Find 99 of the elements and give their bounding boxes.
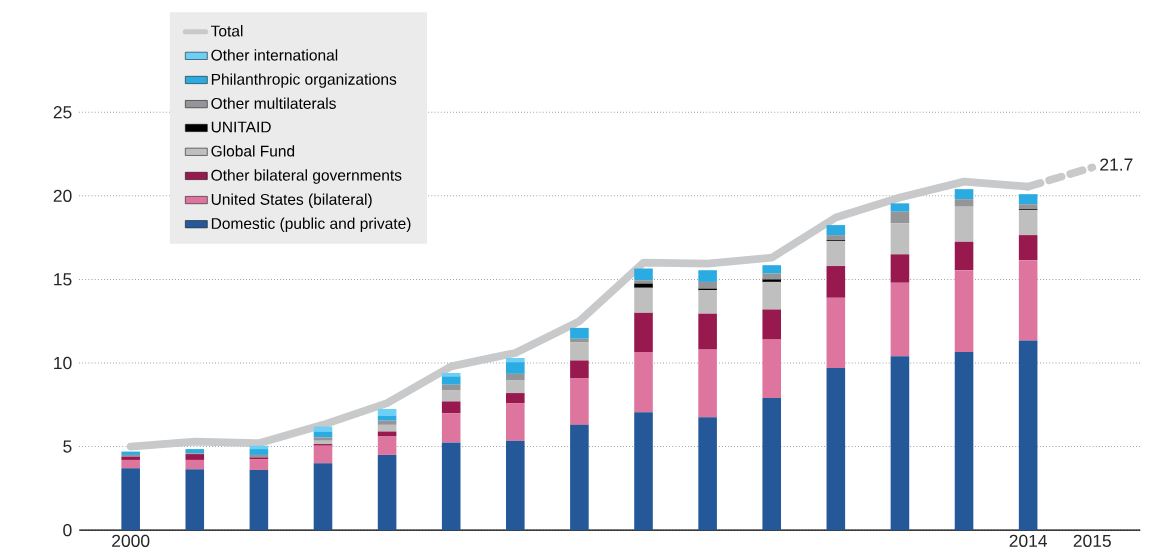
bar: [506, 357, 525, 363]
bar: [377, 431, 397, 437]
bar: [954, 270, 974, 353]
bar: [890, 282, 910, 357]
bar: [506, 362, 525, 374]
bar: [313, 463, 333, 531]
bar: [185, 459, 205, 470]
bar: [377, 415, 397, 421]
bar: [890, 254, 910, 283]
y-tick-label: 0: [63, 523, 72, 537]
bar: [313, 426, 333, 432]
bar: [698, 281, 717, 289]
bar: [1018, 204, 1038, 210]
annotation: 21.7: [1100, 158, 1133, 171]
bar: [1018, 235, 1038, 261]
bar: [762, 281, 782, 310]
bar: [185, 453, 205, 460]
legend-label: Other international: [211, 49, 338, 61]
bar: [506, 403, 525, 441]
bar: [1018, 209, 1038, 235]
legend-label: UNITAID: [211, 121, 271, 133]
bar: [698, 290, 717, 314]
bar: [570, 377, 589, 425]
bar: [762, 339, 782, 398]
bar: [185, 469, 205, 531]
bar: [634, 312, 653, 353]
bar: [634, 283, 653, 288]
bar: [890, 356, 910, 531]
bar: [570, 327, 589, 339]
legend-label: Domestic (public and private): [211, 217, 411, 232]
bar: [954, 352, 974, 531]
bar: [826, 265, 846, 298]
bar: [377, 436, 397, 455]
bar: [570, 424, 589, 531]
bar: [249, 469, 269, 531]
bar: [954, 241, 974, 271]
bar: [1018, 194, 1038, 205]
y-tick-label: 5: [63, 440, 72, 453]
bar: [377, 424, 397, 432]
bar: [441, 442, 461, 531]
bar: [762, 309, 782, 340]
bar: [185, 448, 205, 454]
bar: [634, 287, 653, 313]
bar: [506, 380, 525, 393]
bar: [249, 448, 269, 455]
bar: [121, 459, 140, 469]
bar: [570, 341, 589, 361]
bar: [762, 397, 782, 531]
bar: [890, 203, 910, 212]
bar: [570, 338, 589, 342]
bar: [634, 268, 653, 281]
bar: [634, 352, 653, 413]
bar: [377, 420, 397, 425]
bar: [826, 235, 846, 241]
bar: [506, 373, 525, 381]
bar: [826, 367, 846, 531]
legend-label: Other multilaterals: [211, 97, 336, 109]
x-tick-label: 2014: [1009, 534, 1048, 547]
x-tick-label: 2000: [112, 534, 150, 547]
bar: [377, 408, 397, 416]
bar: [698, 417, 717, 531]
legend-label: Global Fund: [211, 145, 295, 157]
bar: [954, 206, 974, 242]
bar: [698, 313, 717, 350]
bar: [1018, 260, 1038, 341]
bar: [313, 445, 333, 464]
bar: [762, 279, 782, 282]
bar: [634, 280, 653, 284]
bar: [826, 240, 846, 266]
legend-label: Philanthropic organizations: [211, 73, 397, 88]
y-tick-label: 10: [54, 356, 72, 370]
x-tick-label: 2015: [1073, 534, 1111, 547]
bar: [890, 223, 910, 255]
bar: [121, 468, 140, 531]
y-tick-label: 20: [53, 189, 72, 202]
bar: [826, 297, 846, 368]
bar: [441, 401, 461, 414]
bar: [249, 458, 269, 470]
bar: [634, 412, 653, 531]
bar: [698, 349, 717, 418]
bar: [954, 199, 974, 207]
bar: [890, 211, 910, 224]
bar: [826, 224, 846, 235]
bar: [698, 270, 717, 282]
legend-label: Other bilateral governments: [211, 169, 402, 184]
bar: [1018, 340, 1038, 531]
y-tick-label: 15: [54, 273, 72, 286]
bar: [441, 376, 461, 385]
bar: [762, 265, 782, 274]
bar: [377, 454, 397, 531]
bar: [506, 392, 525, 403]
bar: [441, 413, 461, 443]
bar: [570, 360, 589, 378]
bar: [506, 440, 525, 531]
legend-label: United States (bilateral): [211, 193, 372, 208]
legend-label: Total: [210, 25, 243, 37]
y-tick-label: 25: [53, 105, 72, 119]
bar: [954, 189, 974, 200]
bar: [441, 384, 461, 391]
